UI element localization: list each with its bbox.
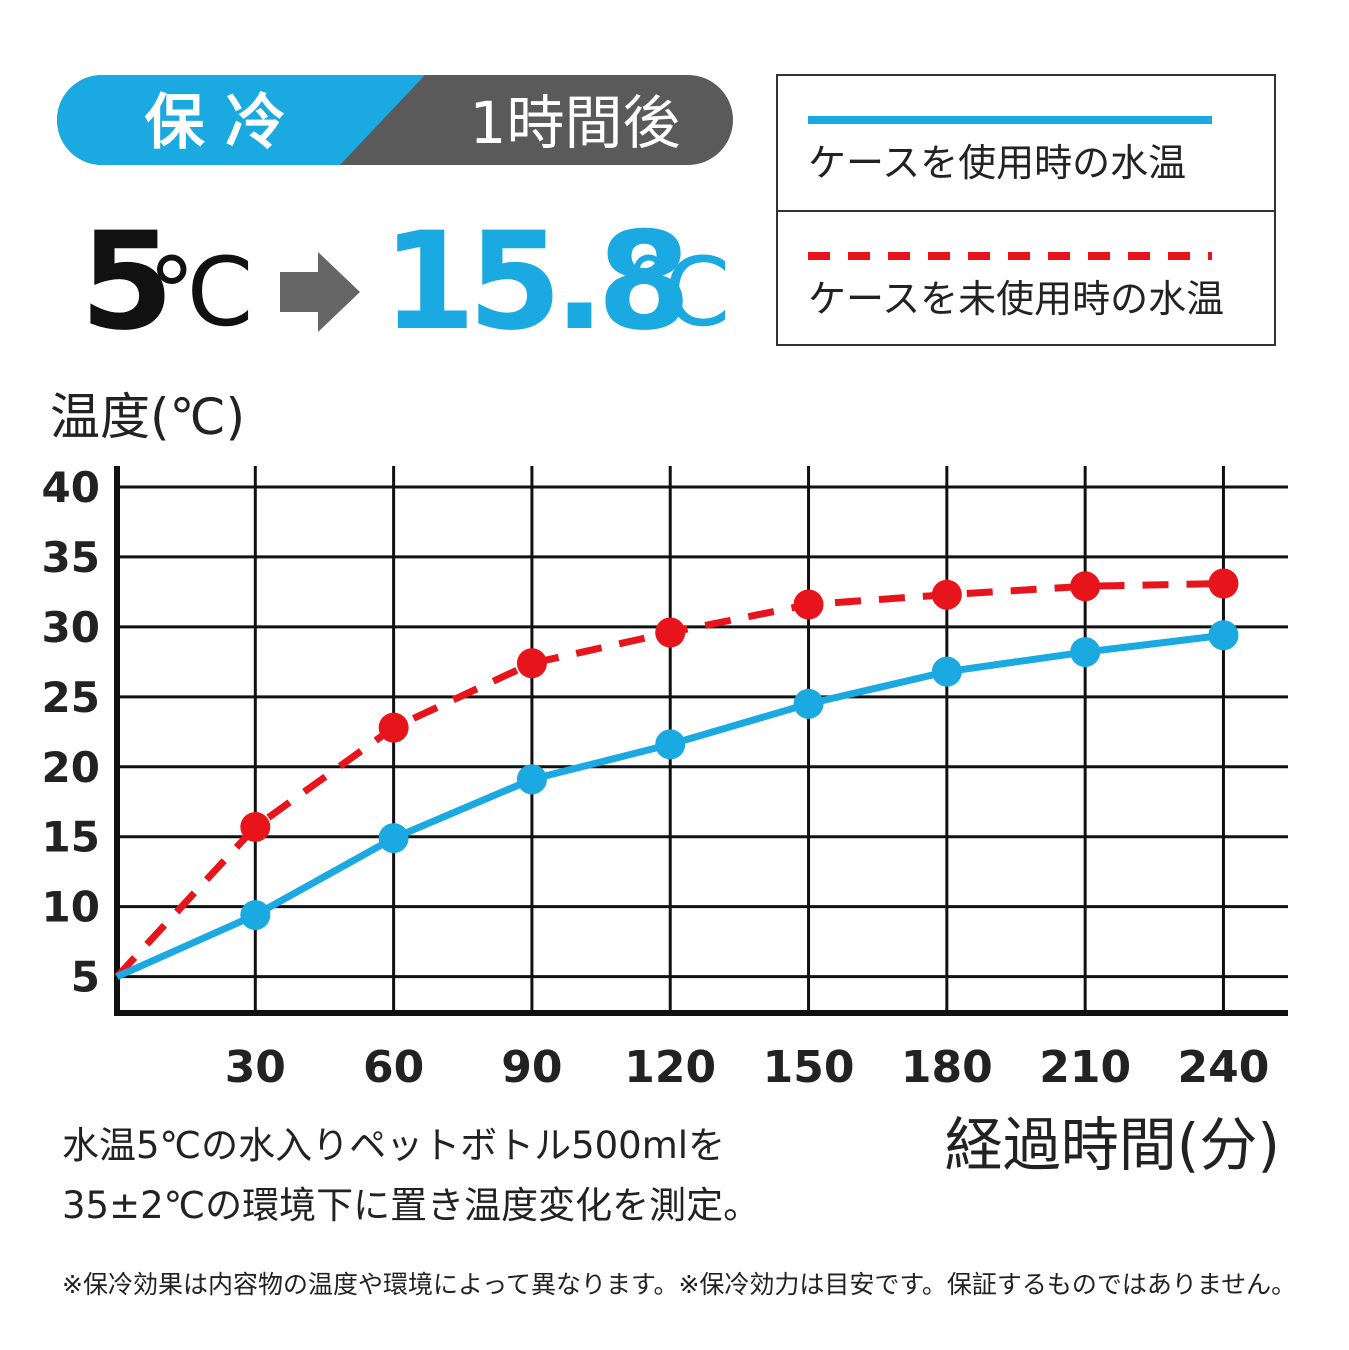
data-point: [793, 688, 824, 719]
data-point: [516, 648, 547, 679]
to-unit: ℃: [625, 238, 732, 348]
data-point: [378, 823, 409, 854]
y-tick-label: 5: [71, 953, 100, 1002]
y-tick-label: 40: [42, 463, 100, 512]
y-axis-label: 温度(℃): [50, 388, 245, 446]
badge-right: 1時間後: [470, 89, 681, 157]
y-tick-label: 15: [42, 813, 100, 862]
data-point: [931, 579, 962, 610]
badge-left-bg: [57, 75, 425, 165]
note: 水温5℃の水入りペットボトル500mlを: [62, 1124, 725, 1167]
note: 35±2℃の環境下に置き温度変化を測定。: [62, 1184, 760, 1227]
data-point: [240, 900, 271, 931]
from-value: 5: [80, 203, 168, 360]
data-point: [1070, 571, 1101, 602]
y-tick-label: 30: [42, 603, 100, 652]
y-tick-label: 10: [42, 883, 100, 932]
data-point: [1208, 568, 1239, 599]
legend-label: ケースを使用時の水温: [808, 141, 1186, 185]
data-point: [1208, 620, 1239, 651]
x-tick-label: 150: [763, 1042, 855, 1093]
y-tick-label: 25: [42, 673, 100, 722]
x-tick-label: 180: [901, 1042, 993, 1093]
data-point: [931, 656, 962, 687]
x-tick-label: 60: [363, 1042, 424, 1093]
arrow: [280, 252, 360, 332]
data-point: [655, 729, 686, 760]
badge: [57, 75, 733, 165]
data-point: [793, 589, 824, 620]
from-unit: ℃: [148, 238, 255, 348]
y-tick-label: 20: [42, 743, 100, 792]
data-point: [240, 811, 271, 842]
to-value: 15.8: [382, 203, 683, 360]
x-tick-label: 240: [1178, 1042, 1270, 1093]
legend-label: ケースを未使用時の水温: [808, 277, 1224, 321]
x-axis-label: 経過時間(分): [945, 1111, 1280, 1179]
data-point: [655, 617, 686, 648]
footnote: ※保冷効果は内容物の温度や環境によって異なります。※保冷効力は目安です。保証する…: [62, 1270, 1296, 1299]
data-point: [516, 764, 547, 795]
x-tick-label: 90: [501, 1042, 562, 1093]
x-tick-label: 120: [624, 1042, 716, 1093]
x-tick-label: 30: [225, 1042, 286, 1093]
x-tick-label: 210: [1039, 1042, 1131, 1093]
badge-left: 保 冷: [145, 88, 286, 158]
data-point: [1070, 637, 1101, 668]
data-point: [378, 712, 409, 743]
y-tick-label: 35: [42, 533, 100, 582]
